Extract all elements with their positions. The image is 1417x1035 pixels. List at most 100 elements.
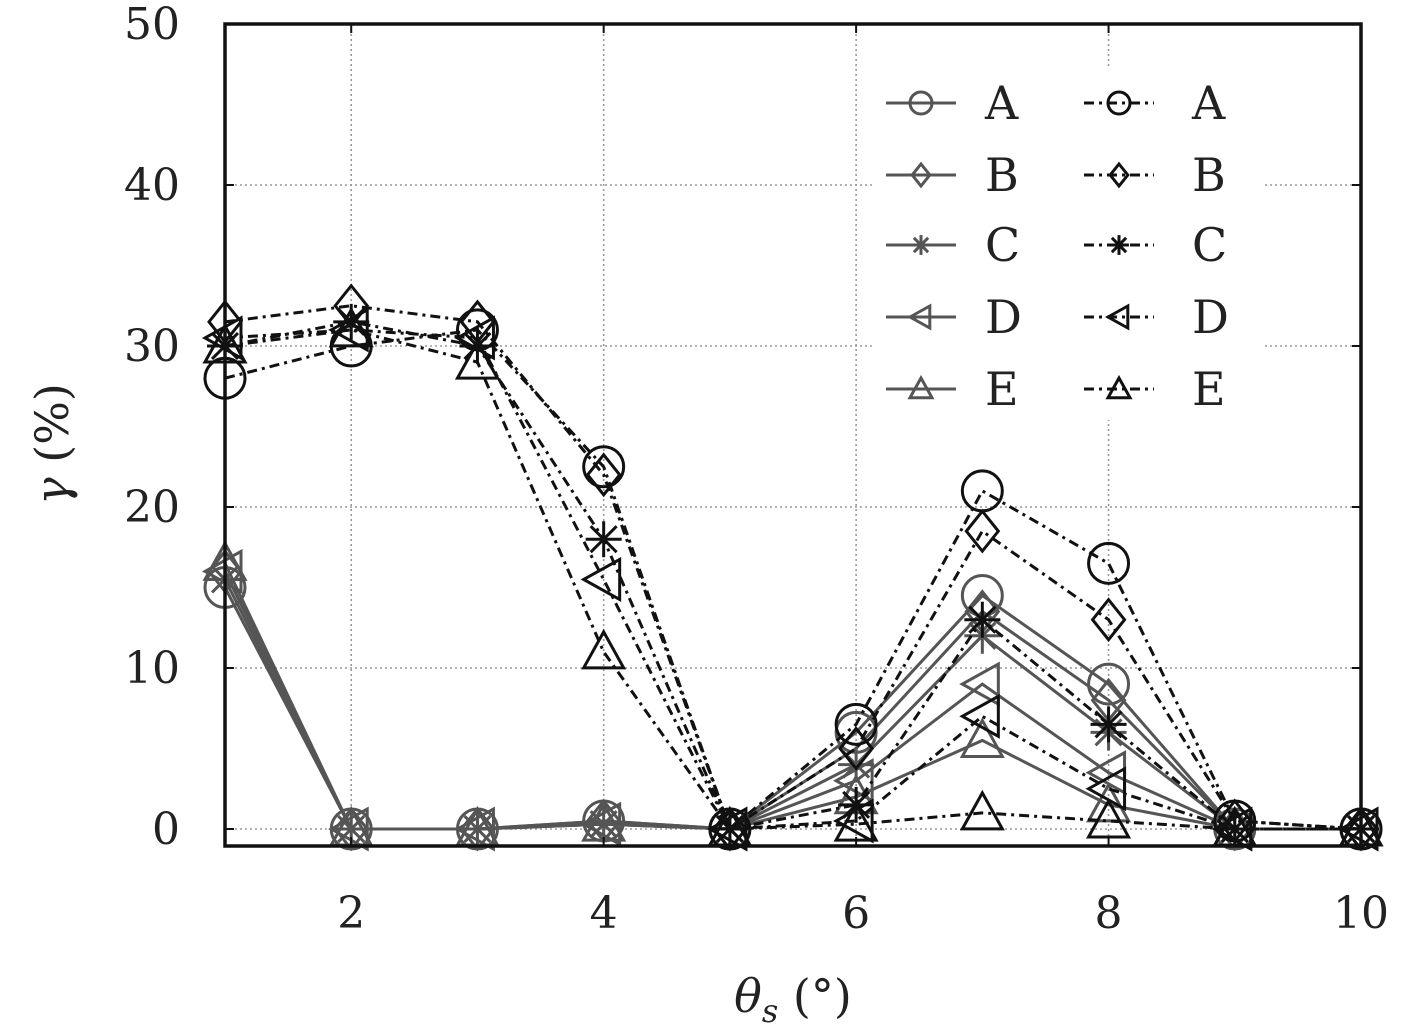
data-point <box>585 452 622 498</box>
legend-marker <box>908 90 934 116</box>
data-point <box>959 693 1000 739</box>
marker-circle <box>1087 541 1131 585</box>
marker-star-d2 <box>1094 710 1123 739</box>
data-point <box>833 758 874 804</box>
data-point <box>581 628 627 670</box>
marker-star-d2 <box>968 605 997 634</box>
data-point <box>328 306 374 348</box>
legend-marker <box>1109 235 1129 255</box>
marker-triangle-left <box>959 693 1000 739</box>
data-point <box>964 508 1001 554</box>
series-layer <box>201 283 1384 852</box>
legend-entry-D-dashdot: D <box>1084 290 1229 344</box>
legend-label: B <box>1192 148 1226 202</box>
data-point <box>834 702 878 746</box>
marker-diamond <box>1108 161 1130 189</box>
x-axis-subscript: s <box>762 992 778 1030</box>
data-point <box>582 445 626 489</box>
marker-triangle-left <box>1337 806 1379 852</box>
data-point <box>1087 662 1131 706</box>
legend-label: A <box>1191 76 1226 130</box>
legend-label: E <box>1192 362 1226 416</box>
plot-frame <box>223 22 1363 848</box>
legend-marker <box>1108 161 1130 189</box>
x-tick-label: 10 <box>1333 888 1389 939</box>
marker-star-d2 <box>912 236 930 254</box>
marker-triangle-up <box>581 628 627 670</box>
legend-entry-B-dashdot: B <box>1084 148 1226 202</box>
legend-entry-D-solid: D <box>886 290 1022 344</box>
x-tick-label: 8 <box>1095 888 1123 939</box>
y-axis-label: γ (%) <box>25 383 79 505</box>
legend-marker <box>1106 90 1132 116</box>
marker-triangle-up <box>959 717 1005 758</box>
y-tick-label: 30 <box>124 321 180 372</box>
marker-triangle-left <box>833 798 874 844</box>
y-tick-label: 0 <box>152 804 180 855</box>
marker-triangle-left <box>328 307 369 353</box>
legend-label: E <box>985 362 1019 416</box>
data-point <box>1086 781 1132 823</box>
marker-diamond <box>838 726 875 771</box>
x-axis-symbol: θ <box>734 969 762 1023</box>
series-line <box>224 328 1362 832</box>
legend-entry-E-dashdot: E <box>1084 362 1226 416</box>
marker-triangle-up <box>959 789 1005 831</box>
marker-triangle-left <box>906 303 932 331</box>
marker-diamond <box>910 161 932 189</box>
data-point <box>838 726 875 771</box>
marker-triangle-up <box>907 374 935 400</box>
legend-marker <box>907 374 935 400</box>
legend-entry-A-solid: A <box>886 76 1019 130</box>
legend-marker <box>906 303 932 331</box>
y-axis-symbol: γ <box>25 477 79 505</box>
legend-label: B <box>985 148 1019 202</box>
marker-triangle-left <box>580 556 622 602</box>
legend-entry-B-solid: B <box>886 148 1019 202</box>
data-point <box>1087 541 1131 585</box>
x-axis-unit: (°) <box>778 969 852 1023</box>
series-B-dashdot <box>207 283 1379 852</box>
data-point <box>1085 766 1127 812</box>
x-tick-label: 4 <box>590 888 618 939</box>
marker-circle <box>1106 90 1132 116</box>
marker-circle <box>908 90 934 116</box>
data-point <box>1090 597 1127 643</box>
y-axis-unit: (%) <box>25 383 79 477</box>
marker-triangle-left <box>1104 303 1130 331</box>
legend-marker <box>911 235 931 255</box>
y-tick-label: 20 <box>124 482 180 533</box>
data-point <box>454 339 500 380</box>
legend-label: D <box>985 290 1022 344</box>
marker-triangle-up <box>1086 781 1132 823</box>
y-tick-label: 50 <box>124 0 180 50</box>
data-point <box>1086 797 1132 839</box>
legend-label: C <box>1192 218 1227 272</box>
legend-label: C <box>985 218 1020 272</box>
data-point <box>585 521 622 558</box>
marker-circle <box>582 445 626 489</box>
legend-marker <box>910 161 932 189</box>
marker-star-d2 <box>589 525 618 554</box>
legend-entry-C-dashdot: C <box>1084 218 1227 272</box>
legend-label: A <box>984 76 1019 130</box>
legend-label: D <box>1192 290 1229 344</box>
marker-diamond <box>964 508 1001 554</box>
x-tick-label: 2 <box>337 888 365 939</box>
marker-triangle-up <box>1105 374 1133 400</box>
legend-entry-C-solid: C <box>886 218 1020 272</box>
marker-circle <box>834 702 878 746</box>
data-point <box>1090 706 1127 743</box>
data-point <box>959 789 1005 831</box>
series-line <box>224 328 1361 831</box>
data-point <box>1337 806 1379 852</box>
marker-star-d2 <box>1110 236 1128 254</box>
legend-entry-A-dashdot: A <box>1084 76 1226 130</box>
data-point <box>328 307 369 353</box>
marker-circle <box>1087 662 1131 706</box>
data-point <box>833 798 874 844</box>
marker-diamond <box>585 452 622 498</box>
series-line <box>224 304 1362 832</box>
